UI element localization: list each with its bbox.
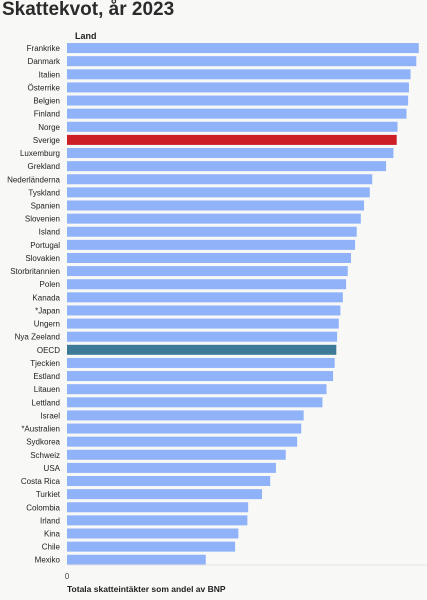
- category-label: Luxemburg: [20, 149, 60, 158]
- category-label: Costa Rica: [21, 477, 61, 486]
- category-label: Danmark: [28, 57, 61, 66]
- bar-israel: [67, 410, 304, 421]
- category-label: Colombia: [26, 503, 60, 512]
- category-label: Turkiet: [36, 490, 61, 499]
- category-label: Tjeckien: [30, 359, 60, 368]
- category-label: Spanien: [31, 202, 60, 211]
- category-label: Belgien: [33, 97, 60, 106]
- category-label: Tyskland: [28, 188, 60, 197]
- bar-luxemburg: [67, 148, 394, 159]
- bar-tjeckien: [67, 357, 335, 368]
- category-header: Land: [75, 31, 97, 41]
- bar-mexiko: [67, 554, 206, 565]
- bar-australien: [67, 423, 302, 434]
- category-label: Portugal: [30, 241, 60, 250]
- category-label: OECD: [37, 346, 60, 355]
- bar-österrike: [67, 82, 409, 93]
- bar-norge: [67, 121, 398, 132]
- chart-title: Skattekvot, år 2023: [2, 0, 175, 20]
- category-label: Slovenien: [25, 215, 60, 224]
- category-label: Österrike: [28, 83, 61, 92]
- bar-danmark: [67, 56, 417, 67]
- bar-oecd: [67, 344, 337, 355]
- category-label: Sydkorea: [26, 438, 60, 447]
- category-label: *Australien: [21, 425, 60, 434]
- bar-finland: [67, 108, 407, 119]
- category-label: Estland: [33, 372, 60, 381]
- bar-ungern: [67, 318, 339, 329]
- category-label: USA: [44, 464, 61, 473]
- bar-storbritannien: [67, 266, 348, 277]
- category-label: Israel: [40, 411, 60, 420]
- bar-sydkorea: [67, 436, 298, 447]
- x-tick-label: 0: [65, 572, 70, 581]
- bar-chile: [67, 541, 236, 552]
- bar-kina: [67, 528, 239, 539]
- x-axis-label: Totala skatteintäkter som andel av BNP: [67, 584, 226, 594]
- category-label: Litauen: [34, 385, 60, 394]
- category-label: Chile: [42, 543, 61, 552]
- category-label: Grekland: [28, 162, 60, 171]
- bar-portugal: [67, 239, 356, 250]
- bar-kanada: [67, 292, 343, 303]
- category-label: Finland: [34, 110, 60, 119]
- category-label: Kanada: [32, 293, 60, 302]
- bar-lettland: [67, 397, 323, 408]
- bar-turkiet: [67, 489, 263, 500]
- bar-estland: [67, 371, 334, 382]
- bar-japan: [67, 305, 341, 316]
- category-label: Norge: [38, 123, 60, 132]
- bar-irland: [67, 515, 248, 526]
- bar-usa: [67, 462, 276, 473]
- bar-belgien: [67, 95, 409, 106]
- category-label: Island: [39, 228, 60, 237]
- bar-nyazeeland: [67, 331, 338, 342]
- bar-spanien: [67, 200, 365, 211]
- category-label: Polen: [40, 280, 60, 289]
- category-label: Italien: [39, 70, 60, 79]
- category-labels-layer: Frankrike Danmark Italien Österrike Belgien F…: [7, 44, 61, 565]
- bars-layer: [67, 43, 419, 565]
- bar-sverige: [67, 134, 397, 145]
- bar-grekland: [67, 161, 387, 172]
- bar-litauen: [67, 384, 327, 395]
- bar-island: [67, 226, 357, 237]
- category-label: Lettland: [32, 398, 60, 407]
- category-label: Schweiz: [30, 451, 60, 460]
- bar-slovakien: [67, 252, 351, 263]
- bar-italien: [67, 69, 411, 80]
- bar-tyskland: [67, 187, 370, 198]
- category-label: Slovakien: [25, 254, 60, 263]
- category-label: Kina: [44, 530, 61, 539]
- bar-colombia: [67, 502, 249, 513]
- category-label: *Japan: [35, 306, 60, 315]
- bar-polen: [67, 279, 347, 290]
- bar-frankrike: [67, 43, 419, 54]
- category-label: Nya Zeeland: [15, 333, 60, 342]
- category-label: Sverige: [33, 136, 61, 145]
- bar-schweiz: [67, 449, 286, 460]
- category-label: Mexiko: [35, 556, 61, 565]
- category-label: Frankrike: [27, 44, 61, 53]
- category-label: Storbritannien: [10, 267, 60, 276]
- category-label: Irland: [40, 516, 60, 525]
- bar-nederländerna: [67, 174, 373, 185]
- bar-slovenien: [67, 213, 361, 224]
- bar-costarica: [67, 476, 271, 487]
- category-label: Ungern: [34, 320, 60, 329]
- category-label: Nederländerna: [7, 175, 60, 184]
